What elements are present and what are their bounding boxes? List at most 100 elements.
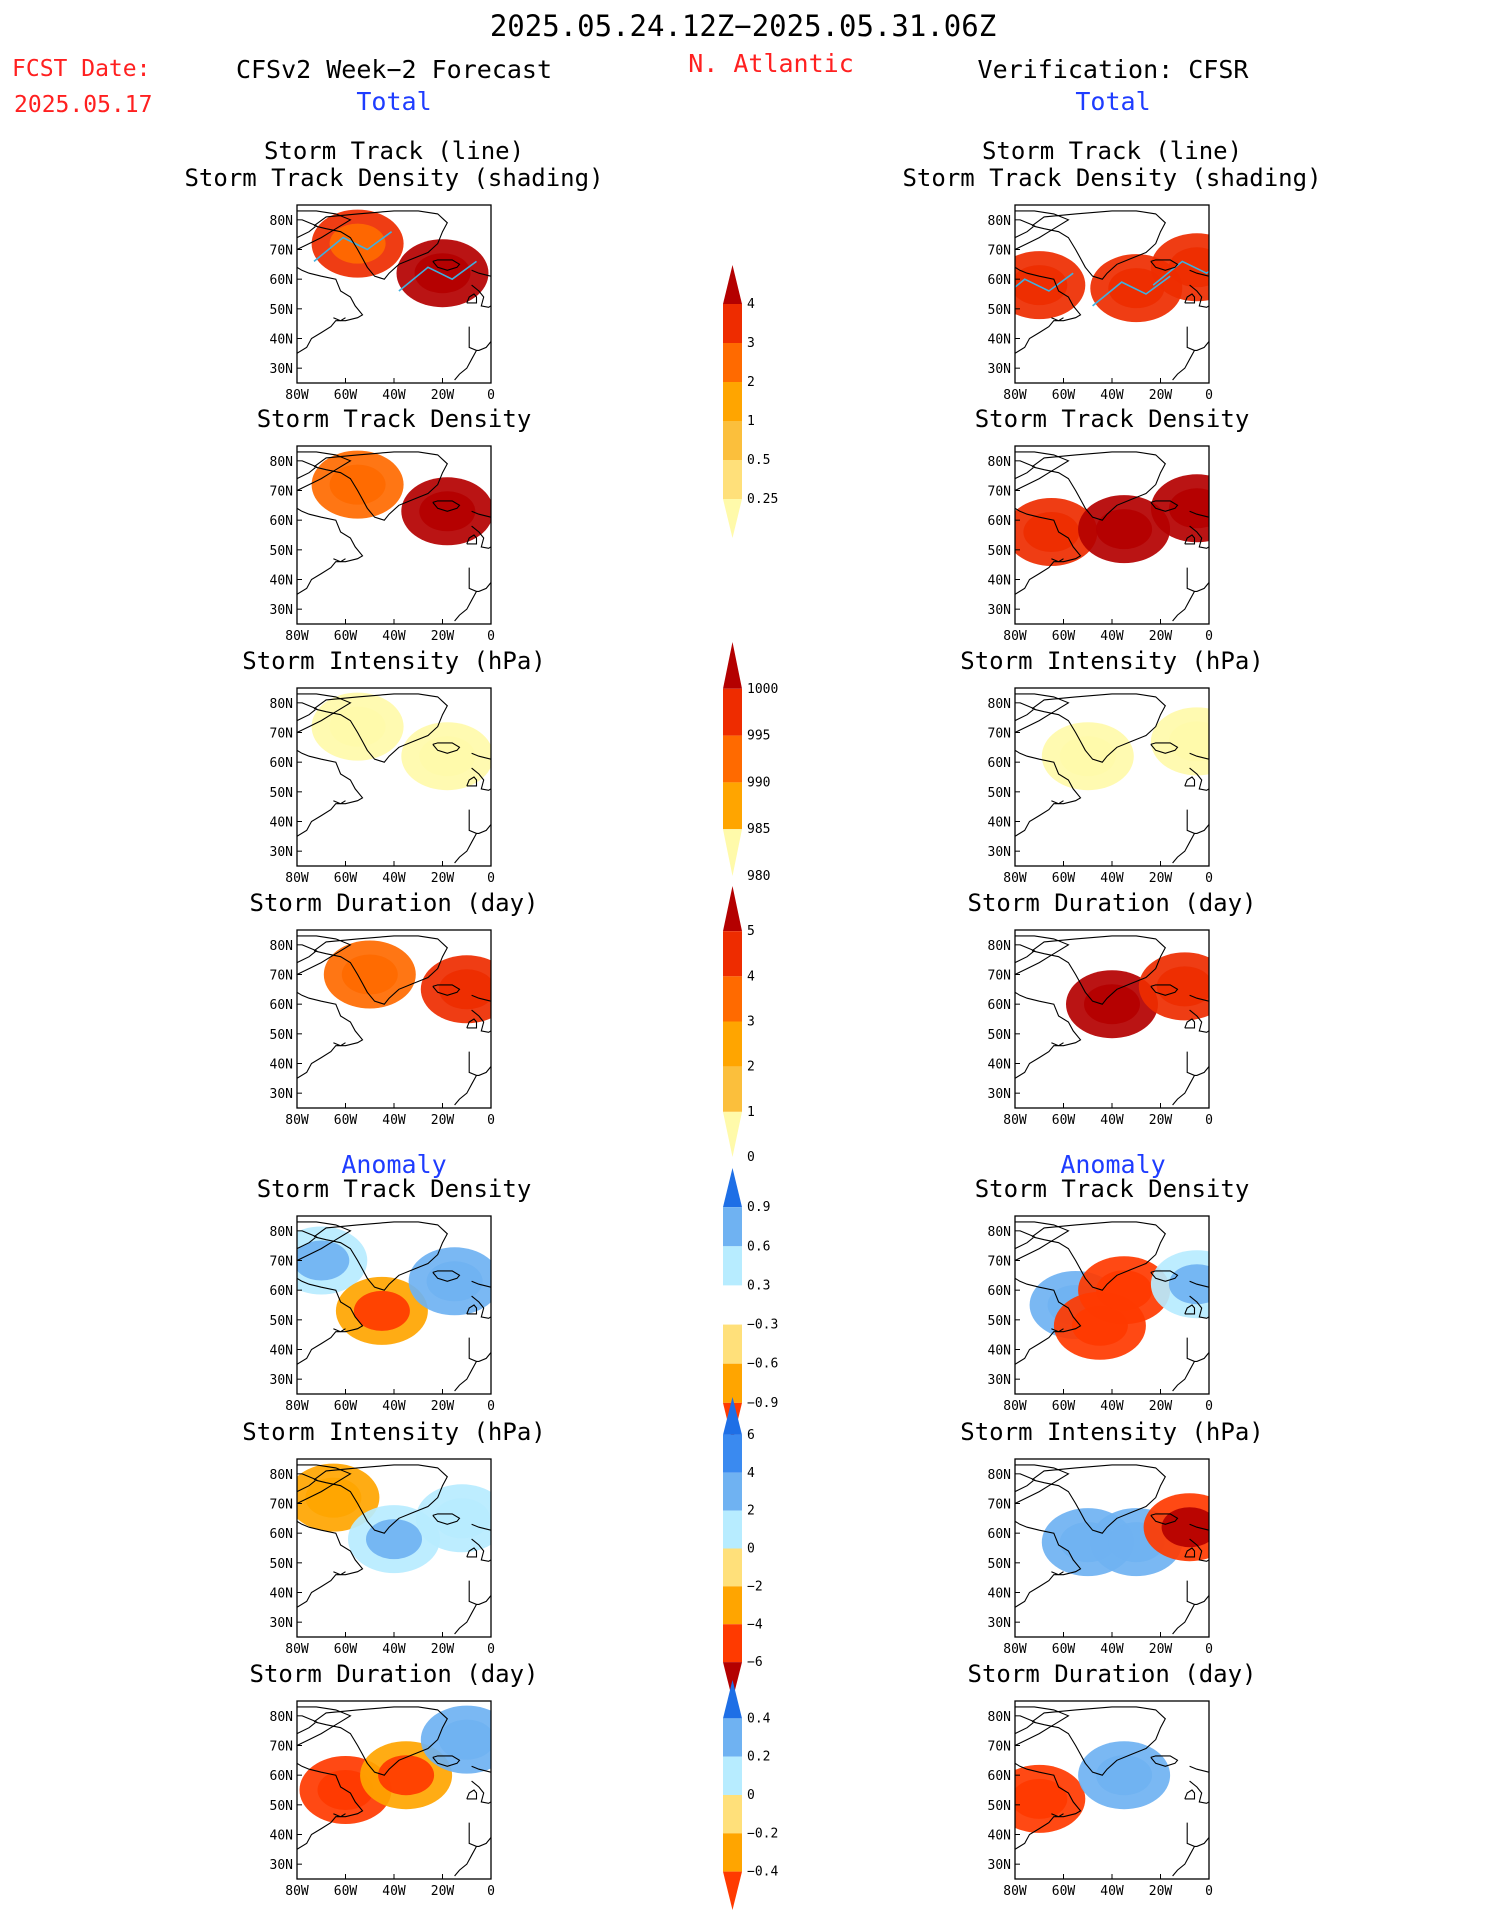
shade-core: [1084, 984, 1140, 1025]
colorbar-swatch: [723, 1066, 742, 1112]
map-panel-verification: Storm Duration (day) 80N 70N 60N 50N 40N 30N 80…: [968, 1660, 1257, 1899]
lon-label: 20W: [1149, 1399, 1173, 1414]
colorbar-label: 0.4: [747, 1711, 771, 1726]
colorbar-label: 995: [747, 729, 770, 744]
lat-label: 60N: [988, 1284, 1011, 1299]
lon-label: 0: [1205, 1113, 1213, 1128]
lat-label: 30N: [270, 1373, 293, 1388]
colorbar-label: −0.4: [747, 1865, 778, 1880]
shade-core: [1015, 1778, 1068, 1819]
lat-label: 50N: [988, 544, 1011, 559]
lat-label: 30N: [988, 1616, 1011, 1631]
colorbar-track_density_total: 0.25 0.5 1 2 3 4: [723, 265, 778, 538]
map-area: [1015, 446, 1209, 624]
lat-label: 60N: [270, 1769, 293, 1784]
coastline: [297, 693, 491, 864]
lat-label: 70N: [270, 1498, 293, 1513]
lon-label: 40W: [1100, 388, 1124, 403]
lat-label: 80N: [988, 1468, 1011, 1483]
lat-label: 30N: [988, 1373, 1011, 1388]
lat-label: 30N: [988, 362, 1011, 377]
colorbar-label: 0: [747, 1788, 755, 1803]
lat-label: 30N: [270, 1616, 293, 1631]
storm-track-line: [1092, 275, 1171, 307]
lat-label: 70N: [988, 1740, 1011, 1755]
colorbar-label: −0.9: [747, 1396, 778, 1411]
map-panel-verification: Storm Track (line)Storm Track Density (s…: [902, 137, 1321, 403]
colorbar-swatch: [723, 1833, 742, 1872]
lat-label: 50N: [988, 303, 1011, 318]
colorbar-swatch: [723, 304, 742, 343]
colorbar-top-arrow: [723, 642, 742, 689]
colorbar-swatch: [723, 1756, 742, 1795]
lon-label: 20W: [1149, 388, 1173, 403]
shade-core: [353, 1290, 410, 1331]
panel-title: Storm Intensity (hPa): [960, 1418, 1263, 1446]
lat-label: 30N: [270, 362, 293, 377]
lon-label: 20W: [431, 629, 455, 644]
shade-core: [1015, 265, 1068, 306]
lat-label: 60N: [270, 273, 293, 288]
colorbar-label: 0.2: [747, 1750, 770, 1765]
panel-title: Storm Duration (day): [250, 889, 539, 917]
lon-label: 40W: [1100, 1642, 1124, 1657]
lon-label: 80W: [1003, 1642, 1027, 1657]
lon-label: 20W: [431, 871, 455, 886]
panel-title: Storm Track Density: [975, 1175, 1250, 1203]
lat-label: 80N: [270, 1225, 293, 1240]
total-label-right: Total: [1075, 87, 1150, 116]
lon-label: 0: [487, 1884, 495, 1899]
lat-label: 30N: [988, 1087, 1011, 1102]
lat-label: 40N: [270, 574, 293, 589]
map-panel-forecast: Storm Intensity (hPa) 80N 70N 60N 50N 40N 30N 8…: [242, 647, 545, 886]
coastline: [297, 1706, 491, 1877]
panel-title: Storm Track Density: [975, 405, 1250, 433]
panel-title-line: Storm Track (line): [982, 137, 1242, 165]
coastline: [1015, 1706, 1209, 1877]
panel-title: Storm Intensity (hPa): [960, 647, 1263, 675]
lat-label: 40N: [270, 1344, 293, 1359]
lat-label: 30N: [988, 1858, 1011, 1873]
colorbar-label: 6: [747, 1428, 755, 1443]
lat-label: 50N: [270, 786, 293, 801]
lon-label: 0: [487, 1399, 495, 1414]
lon-label: 0: [487, 388, 495, 403]
shade-core: [366, 1519, 422, 1560]
colorbar-label: −0.3: [747, 1318, 778, 1333]
lat-label: 50N: [270, 1028, 293, 1043]
colorbar-top-arrow: [723, 886, 742, 932]
colorbar-label: 985: [747, 822, 770, 837]
lat-label: 50N: [270, 1799, 293, 1814]
lon-label: 0: [487, 871, 495, 886]
lat-label: 70N: [988, 244, 1011, 259]
lon-label: 40W: [1100, 1399, 1124, 1414]
colorbar-swatch: [723, 688, 742, 736]
lon-label: 80W: [285, 1113, 309, 1128]
shade-core: [1096, 1270, 1153, 1311]
lat-label: 80N: [270, 214, 293, 229]
lat-label: 40N: [988, 574, 1011, 589]
panel-title-shading: Storm Track Density (shading): [902, 164, 1321, 192]
lat-label: 80N: [988, 939, 1011, 954]
colorbar-swatch: [723, 1586, 742, 1625]
map-panel-forecast: Storm Duration (day) 80N 70N 60N 50N 40N 30N 80…: [250, 1660, 539, 1899]
lat-label: 50N: [270, 303, 293, 318]
storm-track-line: [313, 231, 393, 263]
colorbar-swatch: [723, 735, 742, 783]
colorbar-swatch: [723, 1795, 742, 1834]
shade-core: [1168, 721, 1209, 762]
colorbar-label: 1: [747, 414, 755, 429]
lat-label: 40N: [270, 333, 293, 348]
lat-label: 40N: [270, 1058, 293, 1073]
colorbar-top-arrow: [723, 1397, 742, 1435]
lat-label: 60N: [270, 1527, 293, 1542]
lat-label: 80N: [270, 455, 293, 470]
coastline: [297, 935, 491, 1106]
lon-label: 80W: [285, 1642, 309, 1657]
lon-label: 20W: [1149, 1642, 1173, 1657]
lat-label: 60N: [988, 998, 1011, 1013]
shade-core: [305, 1477, 362, 1518]
map-panel-verification: Storm Intensity (hPa) 80N 70N 60N 50N 40N 30N 8…: [960, 647, 1263, 886]
lat-label: 60N: [270, 514, 293, 529]
